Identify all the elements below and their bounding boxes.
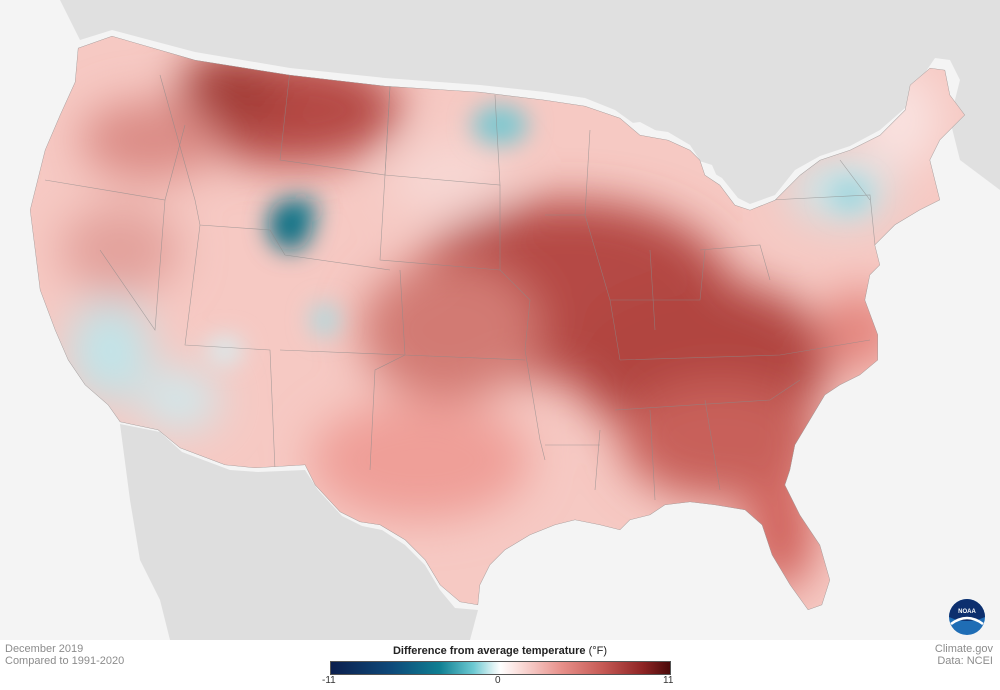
legend-title-text: Difference from average temperature [392,645,586,657]
legend-unit: (°F) [588,645,608,657]
data-source-label: Data: NCEI [937,655,993,667]
temperature-anomaly-map [30,0,1000,640]
legend-tick-min: -11 [322,675,336,686]
mexico-landmass [120,424,478,640]
legend-tick-max: 11 [663,675,674,686]
date-label: December 2019 [5,643,84,655]
noaa-logo-icon: NOAA [949,599,985,635]
legend-tick-mid: 0 [495,675,501,686]
map-area: NOAA [30,0,1000,640]
legend-colorbar [330,661,671,675]
state-boundaries [44,69,876,501]
legend-title: Difference from average temperature (°F) [0,645,1000,657]
comparison-label: Compared to 1991-2020 [5,655,125,667]
footer: December 2019 Compared to 1991-2020 Diff… [0,640,1000,690]
canada-landmass [60,0,1000,204]
credit-label: Climate.gov [934,643,993,655]
noaa-logo-text: NOAA [958,609,976,615]
